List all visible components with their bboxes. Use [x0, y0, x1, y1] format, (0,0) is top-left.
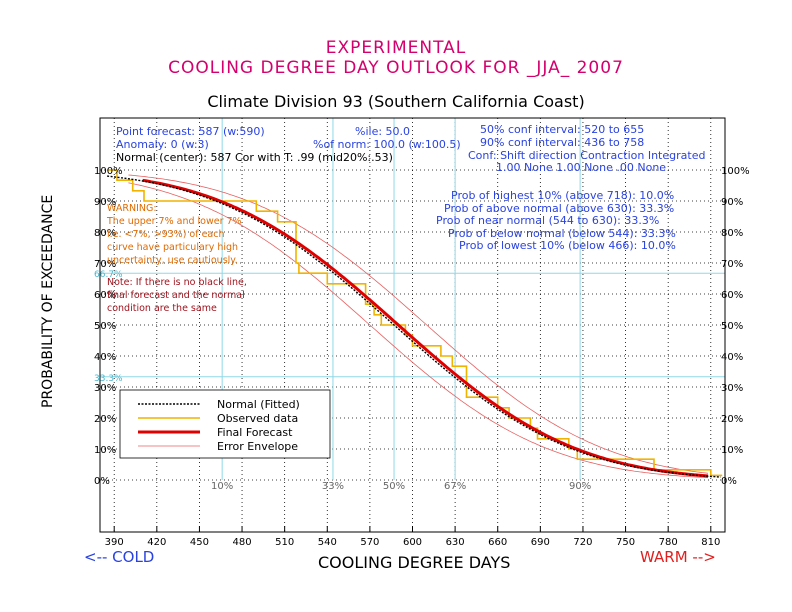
x-tick-label: 750 [616, 537, 635, 548]
y-tick-label-right: 100% [721, 166, 750, 177]
y-tick-label-left: 80% [94, 228, 116, 239]
anomaly-text: Anomaly: 0 (w:3) [116, 138, 209, 151]
percentile-text: %ile: 50.0 [355, 125, 411, 138]
warning-line: WARNING: [107, 203, 157, 214]
point-forecast-text: Point forecast: 587 (w:590) [116, 125, 265, 138]
note-line: final forecast and the normal [107, 290, 245, 301]
legend-label-forecast: Final Forecast [217, 426, 293, 439]
final-forecast-line [142, 178, 709, 478]
legend-label-normal: Normal (Fitted) [217, 398, 300, 411]
x-tick-label: 630 [446, 537, 465, 548]
y-tick-label-left: 30% [94, 383, 116, 394]
warning-line: uncertainty, use cautiously. [107, 255, 238, 266]
conf90-text: 90% conf interval: 436 to 758 [480, 136, 645, 149]
prob-below-text: Prob of below normal (below 544): 33.3% [448, 227, 676, 240]
x-tick-label: 510 [275, 537, 294, 548]
y-tick-label-right: 40% [721, 352, 743, 363]
percentile-label: 33% [322, 481, 344, 492]
y-tick-label-right: 90% [721, 197, 743, 208]
y-tick-label-left: 90% [94, 197, 116, 208]
conf50-text: 50% conf interval: 520 to 655 [480, 123, 645, 136]
legend-box [119, 389, 331, 459]
cold-label: <-- COLD [84, 548, 155, 566]
y-tick-label-left: 50% [94, 321, 116, 332]
percent-of-normal-text: %of norm: 100.0 (w:100.5) [313, 138, 461, 151]
y-tick-label-right: 20% [721, 414, 743, 425]
x-tick-label: 810 [701, 537, 720, 548]
x-axis-label: COOLING DEGREE DAYS [318, 553, 511, 572]
x-tick-label: 600 [403, 537, 422, 548]
legend-label-observed: Observed data [217, 412, 298, 425]
percentile-label: 67% [444, 481, 466, 492]
cyan-y-label: 66.7% [94, 270, 123, 280]
error-envelope-line [128, 174, 709, 474]
y-tick-label-left: 10% [94, 445, 116, 456]
warm-label: WARM --> [640, 548, 716, 566]
normal-fitted-line [107, 175, 721, 478]
prob-near-text: Prob of near normal (544 to 630): 33.3% [436, 214, 660, 227]
y-tick-label-right: 50% [721, 321, 743, 332]
y-tick-label-right: 30% [721, 383, 743, 394]
x-tick-label: 660 [488, 537, 507, 548]
warning-line: i.e. <7%, >93%) of each [107, 229, 225, 240]
y-tick-label-left: 60% [94, 290, 116, 301]
chart-title-line1: EXPERIMENTAL [325, 38, 467, 58]
x-tick-label: 780 [659, 537, 678, 548]
prob-above-text: Prob of above normal (above 630): 33.3% [444, 202, 675, 215]
x-tick-label: 570 [360, 537, 379, 548]
y-tick-label-right: 0% [721, 476, 737, 487]
percentile-label: 50% [383, 481, 405, 492]
y-tick-label-left: 20% [94, 414, 116, 425]
note-box: Note: If there is no black line, final f… [107, 276, 247, 315]
error-envelope-line [128, 182, 709, 479]
warning-line: curve have particulary high [107, 242, 239, 253]
y-tick-label-left: 100% [94, 166, 123, 177]
y-axis-label: PROBABILITY OF EXCEEDANCE [40, 194, 56, 408]
x-tick-label: 420 [147, 537, 166, 548]
y-tick-label-right: 70% [721, 259, 743, 270]
x-tick-label: 450 [190, 537, 209, 548]
y-tick-label-left: 0% [94, 476, 110, 487]
y-tick-label-left: 40% [94, 352, 116, 363]
y-tick-label-right: 80% [721, 228, 743, 239]
percentile-label: 10% [211, 481, 233, 492]
y-tick-label-right: 10% [721, 445, 743, 456]
normal-center-text: Normal (center): 587 Cor with T: .99 (mi… [116, 151, 393, 164]
x-tick-label: 540 [318, 537, 337, 548]
x-tick-label: 720 [573, 537, 592, 548]
percentile-label: 90% [569, 481, 591, 492]
x-tick-label: 690 [531, 537, 550, 548]
legend-label-envelope: Error Envelope [217, 440, 298, 453]
chart-subtitle: Climate Division 93 (Southern California… [207, 92, 585, 111]
warning-box: WARNING: The upper 7% and lower 7% i.e. … [107, 202, 242, 267]
warning-line: The upper 7% and lower 7% [107, 216, 242, 227]
y-tick-label-left: 70% [94, 259, 116, 270]
note-line: condition are the same [107, 303, 217, 314]
y-tick-label-right: 60% [721, 290, 743, 301]
prob-highest-text: Prob of highest 10% (above 718): 10.0% [451, 189, 675, 202]
prob-lowest-text: Prob of lowest 10% (below 466): 10.0% [459, 239, 676, 252]
x-tick-label: 480 [232, 537, 251, 548]
conf-header-text: Conf: Shift direction Contraction Integr… [468, 149, 706, 162]
chart-title-line2: COOLING DEGREE DAY OUTLOOK FOR _JJA_ 200… [168, 58, 624, 78]
x-tick-label: 390 [105, 537, 124, 548]
note-line: Note: If there is no black line, [107, 277, 247, 288]
conf-values-text: 1.00 None 1.00 None .00 None [496, 161, 667, 174]
cyan-y-label: 33.3% [94, 374, 123, 384]
